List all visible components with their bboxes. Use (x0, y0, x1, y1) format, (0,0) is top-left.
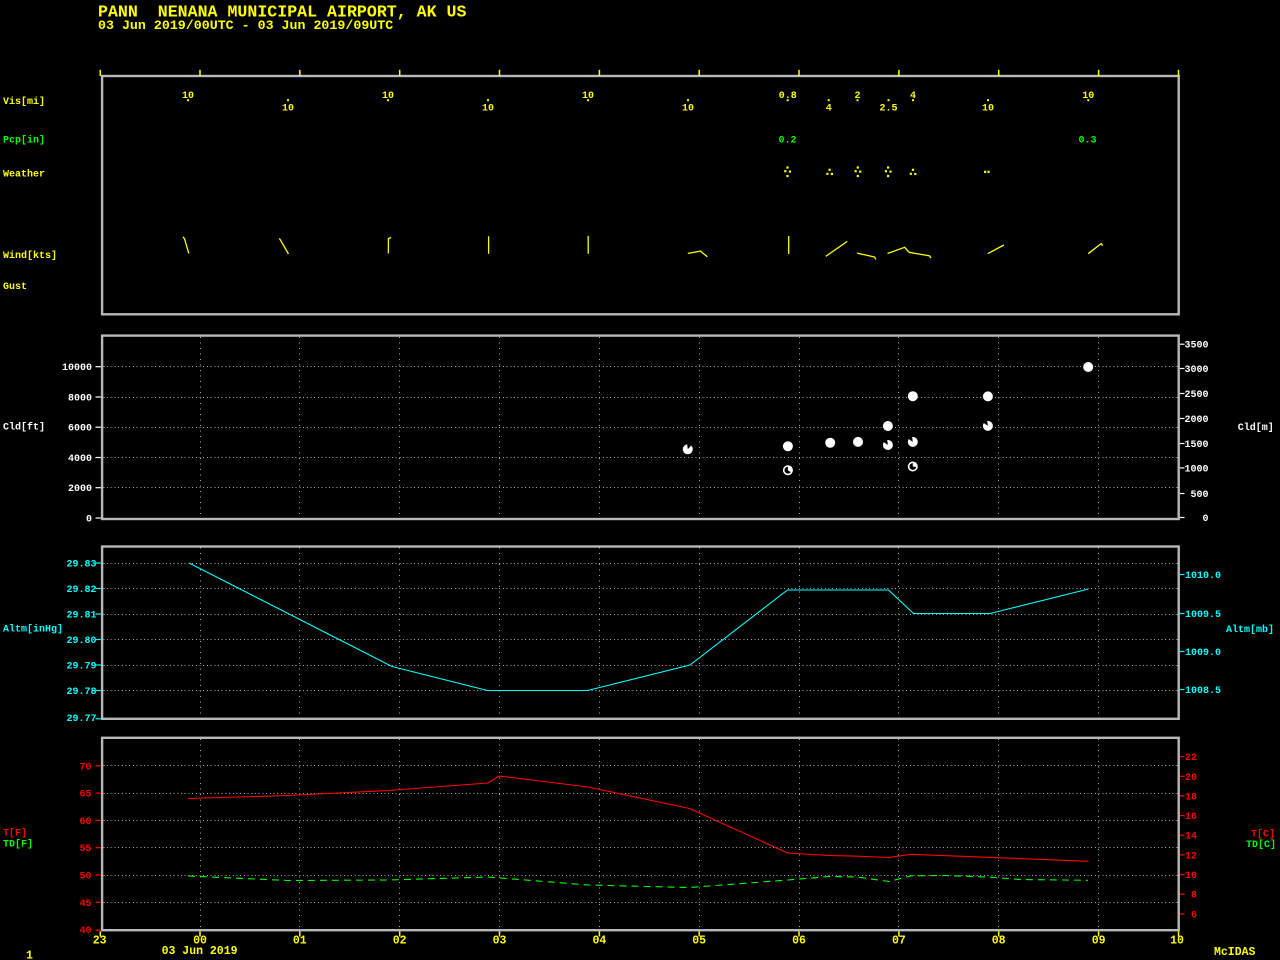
svg-text:45: 45 (79, 899, 91, 910)
svg-text:PANN NENANA MUNICIPAL AIRPORT: PANN NENANA MUNICIPAL AIRPORT, AK US (98, 3, 466, 22)
svg-text:8: 8 (1191, 891, 1197, 902)
svg-text:02: 02 (393, 935, 407, 948)
svg-text:4: 4 (910, 91, 916, 102)
svg-text:0: 0 (1202, 514, 1208, 525)
svg-text:6: 6 (1191, 910, 1197, 921)
svg-text:0.3: 0.3 (1078, 136, 1096, 147)
svg-text:04: 04 (592, 935, 606, 948)
svg-text:29.83: 29.83 (66, 560, 96, 571)
svg-text:Cld[m]: Cld[m] (1238, 422, 1274, 434)
svg-text:00: 00 (193, 935, 207, 948)
svg-text:07: 07 (892, 935, 906, 948)
svg-text:29.82: 29.82 (66, 585, 96, 596)
svg-text:01: 01 (293, 935, 307, 948)
svg-text:2000: 2000 (1184, 415, 1208, 426)
svg-text:10000: 10000 (62, 363, 92, 374)
svg-text:Pcp[in]: Pcp[in] (3, 134, 45, 146)
svg-text:8000: 8000 (68, 394, 92, 405)
svg-text:06: 06 (792, 935, 806, 948)
svg-text:500: 500 (1190, 490, 1208, 501)
svg-text:09: 09 (1092, 935, 1106, 948)
svg-text:Altm[inHg]: Altm[inHg] (3, 624, 63, 636)
svg-text:10: 10 (582, 91, 594, 102)
svg-text:TD[F]: TD[F] (3, 839, 33, 851)
svg-text:29.80: 29.80 (66, 636, 96, 647)
svg-text:10: 10 (1082, 91, 1094, 102)
svg-text:Gust: Gust (3, 282, 27, 293)
svg-text:McIDAS: McIDAS (1214, 946, 1256, 959)
svg-text:3500: 3500 (1184, 341, 1208, 352)
svg-text:Vis[mi]: Vis[mi] (3, 96, 45, 108)
svg-text:10: 10 (482, 104, 494, 115)
svg-text:10: 10 (382, 91, 394, 102)
svg-text:Altm[mb]: Altm[mb] (1226, 624, 1274, 636)
svg-text:10: 10 (682, 104, 694, 115)
svg-text:TD[C]: TD[C] (1246, 839, 1276, 851)
svg-text:4000: 4000 (68, 454, 92, 465)
svg-text:6000: 6000 (68, 424, 92, 435)
svg-text:0.2: 0.2 (778, 136, 796, 147)
svg-text:10: 10 (982, 104, 994, 115)
svg-text:1: 1 (26, 950, 33, 960)
svg-text:T[F]: T[F] (3, 828, 27, 840)
svg-text:65: 65 (79, 790, 91, 801)
svg-text:55: 55 (79, 844, 91, 855)
svg-text:Wind[kts]: Wind[kts] (3, 250, 57, 262)
svg-text:10: 10 (1185, 871, 1197, 882)
svg-text:40: 40 (79, 926, 91, 937)
svg-text:70: 70 (79, 762, 91, 773)
svg-text:03 Jun 2019/00UTC - 03 Jun 201: 03 Jun 2019/00UTC - 03 Jun 2019/09UTC (98, 18, 393, 33)
svg-text:Cld[ft]: Cld[ft] (3, 422, 45, 434)
svg-text:2.5: 2.5 (879, 104, 897, 115)
svg-text:3000: 3000 (1184, 365, 1208, 376)
svg-text:1500: 1500 (1184, 440, 1208, 451)
svg-text:29.78: 29.78 (66, 687, 96, 698)
svg-text:08: 08 (992, 935, 1006, 948)
svg-text:22: 22 (1185, 753, 1197, 764)
svg-text:10: 10 (1170, 935, 1184, 948)
svg-text:23: 23 (93, 935, 107, 948)
svg-text:Weather: Weather (3, 169, 45, 181)
svg-text:1000: 1000 (1184, 464, 1208, 475)
svg-text:05: 05 (692, 935, 706, 948)
svg-text:16: 16 (1185, 812, 1197, 823)
svg-text:29.79: 29.79 (66, 662, 96, 673)
svg-text:1009.5: 1009.5 (1185, 610, 1221, 621)
svg-text:20: 20 (1185, 773, 1197, 784)
svg-text:1008.5: 1008.5 (1185, 686, 1221, 697)
svg-text:18: 18 (1185, 792, 1197, 803)
svg-text:50: 50 (79, 872, 91, 883)
svg-text:0.8: 0.8 (779, 91, 797, 102)
svg-text:12: 12 (1185, 851, 1197, 862)
svg-text:1010.0: 1010.0 (1185, 571, 1221, 582)
svg-text:10: 10 (282, 104, 294, 115)
svg-text:2500: 2500 (1184, 390, 1208, 401)
svg-text:0: 0 (86, 515, 92, 526)
svg-text:2000: 2000 (68, 484, 92, 495)
svg-text:10: 10 (182, 91, 194, 102)
svg-text:29.81: 29.81 (66, 611, 96, 622)
svg-text:03: 03 (493, 935, 507, 948)
svg-text:T[C]: T[C] (1251, 828, 1275, 840)
svg-text:4: 4 (826, 104, 832, 115)
svg-text:14: 14 (1185, 832, 1197, 843)
svg-text:29.77: 29.77 (66, 714, 96, 725)
svg-text:1009.0: 1009.0 (1185, 648, 1221, 659)
svg-text:2: 2 (854, 91, 860, 102)
svg-text:03 Jun 2019: 03 Jun 2019 (162, 945, 238, 958)
svg-text:60: 60 (79, 817, 91, 828)
